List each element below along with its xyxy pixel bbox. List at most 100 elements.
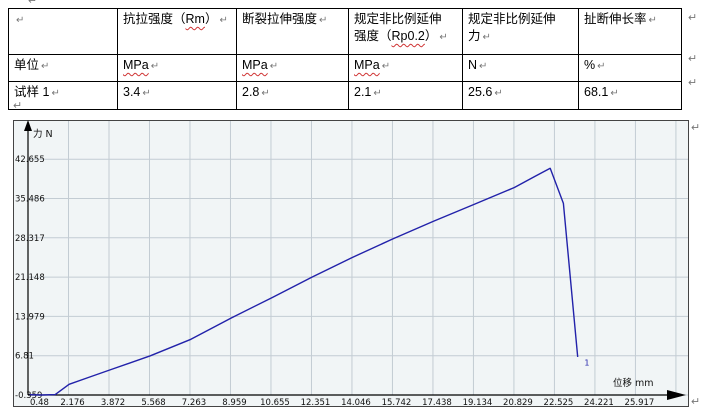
table-unit-row: 单位 ↵ MPa ↵ MPa ↵ MPa ↵ N ↵ % ↵ <box>8 54 682 82</box>
paragraph-mark: ↵ <box>439 32 448 43</box>
cell-text: 试样 1 <box>14 85 50 99</box>
table-header-row: ↵ 抗拉强度（Rm） ↵ 断裂拉伸强度 ↵ 规定非比例延伸 强度（Rp0.2） ↵ 规定… <box>8 8 682 55</box>
header-text: 强度（ <box>354 29 392 43</box>
x-axis-tick-label: 25.917 <box>625 398 655 407</box>
x-axis-arrow-icon <box>667 390 686 400</box>
value-cell-rp02: 2.1 ↵ <box>348 81 463 110</box>
unit-cell-mpa: MPa ↵ <box>117 54 237 82</box>
header-text: ） <box>424 29 438 43</box>
paragraph-mark: ↵ <box>688 53 698 65</box>
spellcheck-marked-text: MPa <box>354 58 380 72</box>
cell-text: % <box>584 58 596 72</box>
paragraph-mark: ↵ <box>16 15 25 26</box>
header-cell-tensile-strength: 抗拉强度（Rm） ↵ <box>117 8 237 55</box>
paragraph-mark: ↵ <box>482 32 491 43</box>
cell-text: 3.4 <box>123 85 141 99</box>
header-text: 规定非比例延伸 <box>468 12 556 26</box>
paragraph-mark: ↵ <box>494 88 503 99</box>
x-axis-tick-label: 10.655 <box>260 398 290 407</box>
y-axis-title: 力 N <box>33 128 53 140</box>
cell-text: 单位 <box>14 58 40 72</box>
value-cell-rm: 3.4 ↵ <box>117 81 237 110</box>
value-cell-break-strength: 2.8 ↵ <box>236 81 349 110</box>
y-axis-tick-label: 28.317 <box>15 234 45 244</box>
header-text: 力 <box>468 29 481 43</box>
unit-cell-mpa: MPa ↵ <box>348 54 463 82</box>
results-table: ↵ 抗拉强度（Rm） ↵ 断裂拉伸强度 ↵ 规定非比例延伸 强度（Rp0.2） ↵ 规定… <box>8 8 682 110</box>
y-axis-tick-label: 35.486 <box>15 195 45 205</box>
header-text: ） <box>204 12 218 26</box>
cell-text: 68.1 <box>584 85 609 99</box>
paragraph-mark: ↵ <box>688 77 698 89</box>
force-displacement-curve <box>29 167 579 396</box>
header-text: 抗拉强度（ <box>123 12 186 26</box>
force-displacement-chart: -0.359 6.81 13.979 21.148 28.317 35.486 42.655… <box>13 120 689 407</box>
paragraph-mark: ↵ <box>381 61 391 72</box>
paragraph-mark: ↵ <box>691 122 701 134</box>
unit-cell-mpa: MPa ↵ <box>236 54 349 82</box>
value-cell-proof-force: 25.6 ↵ <box>462 81 579 110</box>
paragraph-mark: ↵ <box>373 88 382 99</box>
x-axis-tick-label: 7.263 <box>182 398 206 407</box>
paragraph-mark: ↵ <box>142 88 151 99</box>
x-axis-tick-label: 24.221 <box>584 398 614 407</box>
table-sample-row: 试样 1 ↵ 3.4 ↵ 2.8 ↵ 2.1 ↵ 25.6 ↵ 68.1 ↵ <box>8 81 682 110</box>
cell-text: N <box>468 58 478 72</box>
paragraph-mark: ↵ <box>688 12 698 24</box>
y-axis-tick-label: 21.148 <box>15 273 45 283</box>
x-axis-tick-label: 22.525 <box>544 398 574 407</box>
unit-cell-percent: % ↵ <box>578 54 682 82</box>
x-axis-tick-label: 0.48 <box>30 398 49 407</box>
spellcheck-marked-text: Rm <box>185 12 205 26</box>
x-axis-title: 位移 mm <box>613 377 654 389</box>
paragraph-mark: ↵ <box>41 61 50 72</box>
y-axis-tick-label: 42.655 <box>15 155 45 165</box>
header-cell-proof-force: 规定非比例延伸力 ↵ <box>462 8 579 55</box>
header-cell-empty: ↵ <box>8 8 118 55</box>
header-text: 扯断伸长率 <box>584 12 647 26</box>
unit-cell-n: N ↵ <box>462 54 579 82</box>
curve-end-marker: 1 <box>584 359 589 368</box>
unit-row-label: 单位 ↵ <box>8 54 118 82</box>
plot-background <box>13 120 689 407</box>
header-text: 规定非比例延伸 <box>354 12 442 26</box>
cell-text: 2.1 <box>354 85 372 99</box>
header-cell-break-tensile-strength: 断裂拉伸强度 ↵ <box>236 8 349 55</box>
y-axis-tick-label: 6.81 <box>15 352 34 362</box>
x-axis-tick-label: 12.351 <box>301 398 331 407</box>
sample-row-label: 试样 1 ↵ <box>8 81 118 110</box>
paragraph-mark: ↵ <box>648 15 657 26</box>
y-axis-tick-label: -0.359 <box>15 391 42 401</box>
paragraph-mark: ↵ <box>269 61 279 72</box>
x-axis-tick-label: 3.872 <box>101 398 125 407</box>
paragraph-mark: ↵ <box>691 396 701 408</box>
x-axis-tick-label: 20.829 <box>503 398 533 407</box>
spellcheck-marked-text: MPa <box>123 58 149 72</box>
paragraph-mark: ↵ <box>261 88 270 99</box>
header-cell-elongation: 扯断伸长率 ↵ <box>578 8 682 55</box>
paragraph-mark: ↵ <box>28 0 38 7</box>
x-axis-tick-label: 2.176 <box>60 398 84 407</box>
y-axis-tick-label: 13.979 <box>15 312 45 322</box>
spellcheck-marked-text: Rp0.2 <box>391 29 425 43</box>
paragraph-mark: ↵ <box>51 88 60 99</box>
paragraph-mark: ↵ <box>13 100 23 112</box>
cell-text: 2.8 <box>242 85 260 99</box>
header-text: 断裂拉伸强度 <box>242 12 318 26</box>
x-axis-tick-label: 15.742 <box>382 398 412 407</box>
x-axis-tick-label: 17.438 <box>422 398 452 407</box>
header-cell-proof-strength: 规定非比例延伸 强度（Rp0.2） ↵ <box>348 8 463 55</box>
cell-text: 25.6 <box>468 85 493 99</box>
paragraph-mark: ↵ <box>319 15 328 26</box>
paragraph-mark: ↵ <box>219 15 228 26</box>
x-axis-tick-label: 19.134 <box>463 398 493 407</box>
y-axis-arrow-icon <box>24 120 32 131</box>
x-axis-tick-label: 5.568 <box>141 398 165 407</box>
paragraph-mark: ↵ <box>479 61 488 72</box>
paragraph-mark: ↵ <box>150 61 160 72</box>
spellcheck-marked-text: MPa <box>242 58 268 72</box>
x-axis-tick-label: 14.046 <box>341 398 371 407</box>
value-cell-elongation: 68.1 ↵ <box>578 81 682 110</box>
x-axis-tick-label: 8.959 <box>222 398 246 407</box>
